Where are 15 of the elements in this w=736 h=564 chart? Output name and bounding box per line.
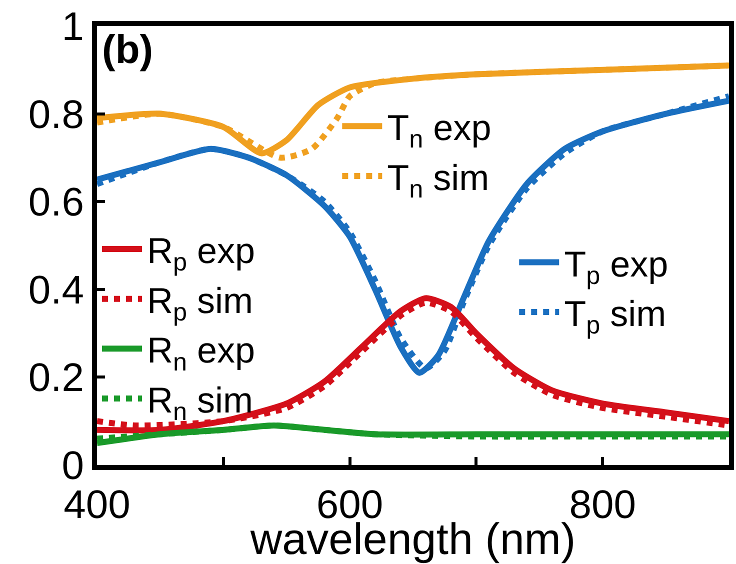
legend-label: T$_{n}$ sim xyxy=(387,156,490,204)
legend-label: T$_{n}$ exp xyxy=(387,107,492,154)
y-tick-label: 0.4 xyxy=(28,268,84,312)
y-tick-label: 1 xyxy=(62,5,84,49)
y-tick-label: 0.6 xyxy=(28,180,84,225)
y-tick-label: 0.2 xyxy=(28,356,84,400)
y-tick-label: 0.8 xyxy=(28,92,84,137)
x-tick-label: 800 xyxy=(569,483,636,527)
legend-label: R$_{n}$ exp xyxy=(147,330,256,376)
legend-label: R$_{p}$ exp xyxy=(147,230,256,277)
annotation: (b) xyxy=(102,28,154,72)
legend-label: T$_{p}$ exp xyxy=(564,243,668,290)
legend-label: R$_{n}$ sim xyxy=(147,380,254,426)
legend-label: T$_{p}$ sim xyxy=(564,293,666,340)
legend-label: R$_{p}$ sim xyxy=(147,280,254,326)
